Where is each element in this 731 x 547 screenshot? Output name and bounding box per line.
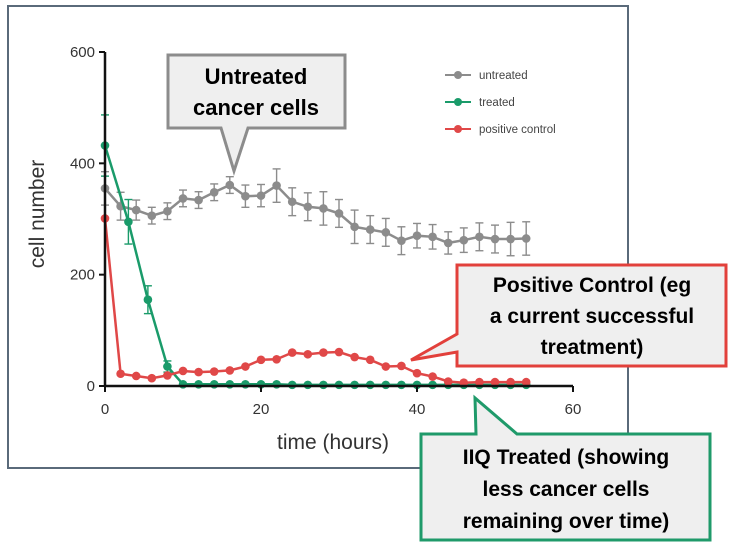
axes: 0 200 400 600 0 20 40 60 time (hours) cell number — [26, 44, 581, 454]
data-point — [178, 380, 188, 389]
data-point — [178, 194, 188, 203]
callout-treated-text: IIQ Treated (showing — [463, 446, 670, 469]
data-point — [475, 377, 484, 387]
y-tick-label: 200 — [70, 267, 95, 284]
data-point — [163, 206, 172, 216]
data-point — [241, 191, 250, 201]
data-point — [428, 232, 437, 242]
callout-treated-text: less cancer cells — [483, 478, 650, 501]
callout-untreated — [166, 53, 347, 177]
legend-marker — [454, 71, 462, 79]
data-point — [147, 211, 157, 220]
x-tick-label: 60 — [565, 401, 582, 418]
x-tick-label: 0 — [101, 401, 109, 418]
data-point — [225, 180, 235, 190]
legend-entry: untreated — [479, 70, 528, 82]
legend-marker — [454, 125, 462, 133]
callout-treated-text: remaining over time) — [463, 510, 670, 533]
data-point — [490, 377, 500, 387]
data-point — [475, 232, 484, 242]
x-tick-label: 40 — [409, 401, 426, 418]
data-point — [350, 352, 359, 362]
data-point — [428, 372, 437, 381]
data-point — [365, 225, 375, 234]
callout-positive-text: treatment) — [541, 336, 644, 359]
data-point — [116, 369, 125, 379]
y-tick-label: 600 — [70, 44, 95, 61]
callout-positive-text: Positive Control (eg — [493, 274, 691, 297]
data-point — [381, 228, 391, 237]
data-point — [506, 234, 515, 244]
series-line — [104, 183, 527, 245]
data-point — [381, 362, 391, 371]
data-point — [272, 181, 281, 190]
data-point — [256, 191, 266, 200]
data-point — [131, 371, 141, 381]
y-tick-label: 0 — [87, 378, 95, 395]
series-positive-control — [100, 214, 531, 387]
data-point — [459, 235, 469, 245]
series-line — [103, 218, 527, 384]
data-point — [124, 217, 133, 227]
x-axis-title: time (hours) — [277, 431, 389, 454]
data-point — [365, 355, 375, 365]
data-point — [319, 348, 328, 357]
callout-untreated-text: Untreated — [205, 64, 308, 89]
data-point — [241, 380, 250, 389]
data-point — [303, 349, 313, 359]
data-point — [209, 380, 219, 389]
data-point — [163, 371, 172, 380]
data-point — [225, 366, 235, 375]
data-point — [350, 222, 359, 232]
data-point — [412, 231, 422, 240]
legend-entry: treated — [479, 97, 515, 109]
data-point — [506, 377, 515, 387]
legend-marker — [454, 98, 462, 106]
data-point — [209, 367, 219, 376]
data-point — [287, 348, 297, 357]
data-point — [272, 354, 281, 364]
data-point — [272, 380, 281, 389]
callout-untreated-text: cancer cells — [193, 95, 319, 120]
y-axis-title: cell number — [26, 160, 49, 269]
data-point — [490, 234, 500, 244]
data-point — [397, 361, 406, 371]
data-point — [521, 234, 531, 243]
data-point — [194, 195, 203, 205]
data-point — [334, 347, 344, 357]
data-point — [319, 204, 328, 213]
data-point — [256, 355, 266, 365]
legend: untreated treated positive control — [445, 70, 556, 136]
data-point — [194, 380, 203, 389]
data-point — [334, 209, 344, 218]
data-point — [397, 236, 406, 246]
data-point — [143, 295, 153, 305]
data-point — [163, 362, 172, 371]
callout-positive-text: a current successful — [490, 305, 694, 328]
data-point — [287, 197, 297, 207]
data-point — [131, 205, 141, 215]
callouts: Untreated cancer cells Positive Control (e… — [166, 53, 728, 542]
data-point — [412, 368, 422, 378]
data-point — [225, 380, 235, 389]
data-point — [443, 238, 453, 248]
callout-iiq-treated — [419, 394, 712, 542]
data-point — [178, 366, 188, 376]
data-point — [521, 377, 531, 387]
y-tick-label: 400 — [70, 155, 95, 172]
data-point — [194, 367, 203, 377]
data-point — [303, 202, 313, 212]
data-point — [209, 187, 219, 197]
legend-entry: positive control — [479, 124, 556, 136]
callout-positive-control — [410, 263, 728, 368]
x-tick-label: 20 — [253, 401, 270, 418]
data-point — [241, 362, 250, 371]
data-point — [147, 373, 157, 383]
data-point — [443, 377, 453, 386]
